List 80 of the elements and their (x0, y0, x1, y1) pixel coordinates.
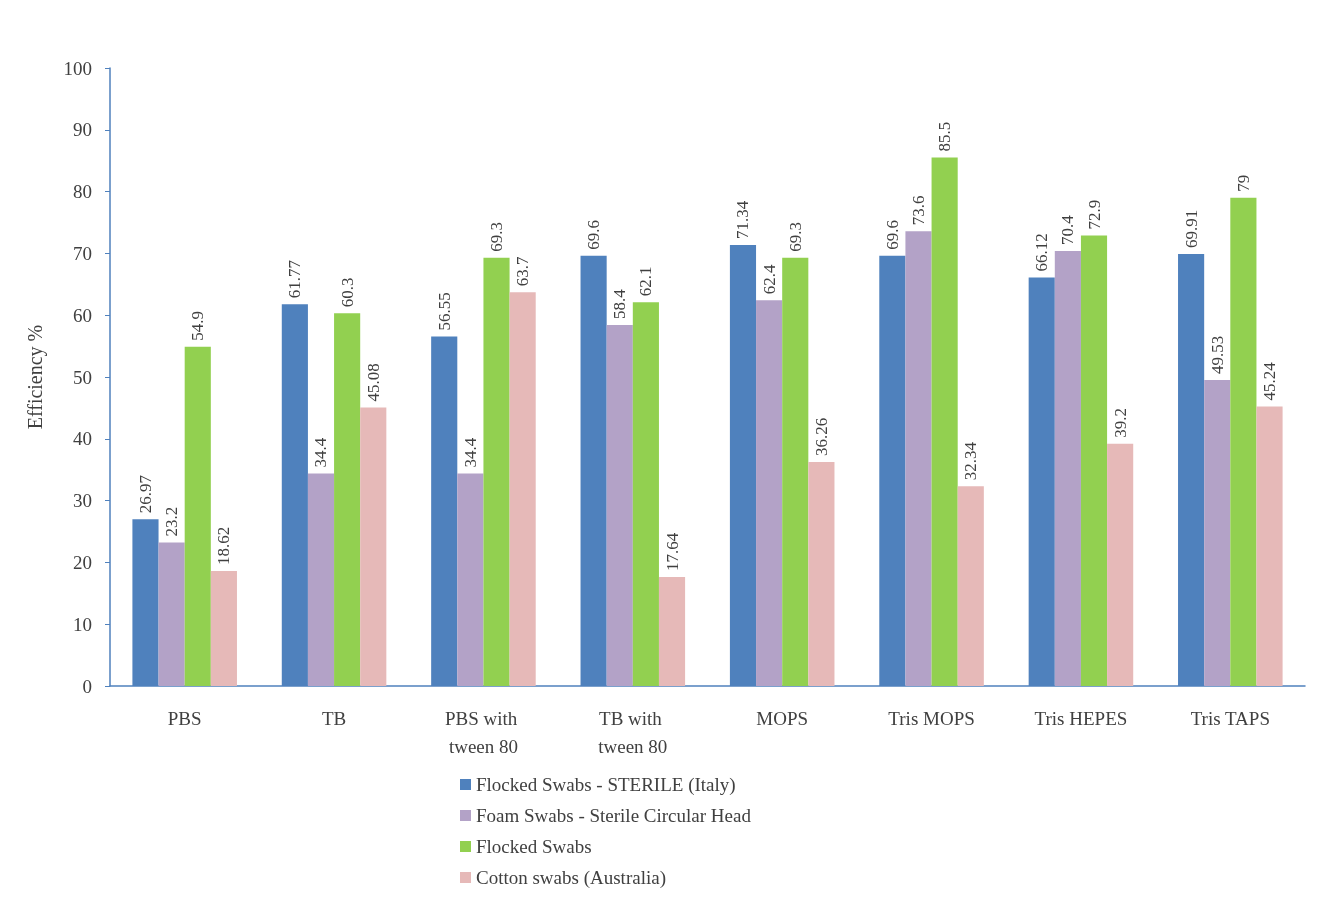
bar (606, 325, 633, 686)
data-label: 34.4 (311, 437, 331, 468)
y-tick-label: 50 (73, 366, 92, 388)
bar (210, 570, 237, 686)
y-tick-label: 40 (73, 428, 92, 450)
data-label: 63.7 (513, 256, 533, 287)
bar (632, 302, 659, 686)
bar (782, 257, 809, 686)
data-label: 60.3 (337, 277, 357, 308)
data-label: 66.12 (1032, 233, 1052, 272)
data-label: 69.6 (882, 220, 902, 250)
data-label: 34.4 (460, 437, 480, 468)
y-tick-label: 30 (73, 490, 92, 512)
x-tick-label: PBS (167, 707, 202, 729)
data-label: 23.2 (162, 506, 182, 537)
data-label: 54.9 (188, 310, 208, 341)
data-label: 45.24 (1260, 361, 1280, 401)
data-label: 26.97 (135, 474, 155, 514)
bar (957, 486, 984, 686)
bar (1054, 250, 1081, 686)
data-label: 32.34 (961, 441, 981, 481)
bar (1256, 406, 1283, 686)
data-label: 79 (1233, 174, 1253, 192)
x-tick-label: TB (321, 707, 347, 729)
data-label: 69.91 (1181, 209, 1201, 248)
legend-label: Flocked Swabs (476, 836, 592, 857)
bar (334, 313, 361, 686)
bar (756, 300, 783, 686)
y-tick-label: 10 (73, 613, 92, 635)
x-tick-label: Tris MOPS (888, 707, 975, 729)
bar (307, 473, 335, 686)
bar (658, 576, 686, 686)
data-label: 39.2 (1110, 407, 1130, 438)
bar (360, 407, 387, 686)
data-label: 69.6 (584, 220, 604, 250)
data-label: 85.5 (935, 121, 955, 152)
data-label: 61.77 (285, 259, 305, 299)
x-tick-label: PBS with tween 80 (444, 707, 522, 757)
bar (483, 257, 510, 686)
y-tick-label: 80 (73, 181, 92, 203)
bar (184, 346, 211, 686)
y-tick-label: 20 (73, 551, 92, 573)
data-label: 69.3 (785, 221, 805, 252)
bar (1230, 197, 1257, 686)
bar (1080, 235, 1108, 686)
data-label: 36.26 (811, 417, 831, 456)
y-tick-label: 90 (73, 119, 92, 141)
x-tick-label: MOPS (756, 707, 809, 729)
x-tick-label: Tris HEPES (1034, 707, 1128, 729)
data-label: 72.9 (1084, 199, 1104, 230)
y-tick-label: 60 (73, 304, 92, 326)
data-label: 17.64 (662, 532, 682, 571)
bar (158, 542, 185, 686)
x-tick-label: TB with tween 80 (598, 707, 668, 757)
data-label: 73.6 (908, 195, 928, 226)
data-label: 45.08 (363, 363, 383, 402)
data-label: 71.34 (733, 200, 753, 240)
data-label: 69.3 (487, 221, 507, 252)
y-tick-label: 100 (63, 57, 92, 79)
data-label: 62.1 (636, 266, 656, 297)
y-tick-label: 70 (73, 242, 92, 264)
x-tick-label: Tris TAPS (1190, 707, 1270, 729)
data-label: 18.62 (214, 526, 234, 565)
legend-label: Cotton swabs (Australia) (476, 867, 666, 889)
data-label: 58.4 (610, 288, 630, 320)
bar (931, 157, 958, 686)
bar (509, 292, 536, 686)
y-axis-title: Efficiency % (24, 324, 47, 430)
bar (1204, 379, 1231, 686)
bar (808, 461, 835, 686)
data-label: 70.4 (1058, 214, 1078, 245)
legend-label: Flocked Swabs - STERILE (Italy) (476, 774, 736, 796)
data-label: 49.53 (1207, 335, 1227, 374)
y-tick-label: 0 (82, 675, 92, 697)
bar (457, 473, 484, 686)
bar (1107, 443, 1134, 686)
legend-label: Foam Swabs - Sterile Circular Head (476, 805, 752, 826)
data-label: 62.4 (759, 264, 779, 295)
data-label: 56.55 (434, 292, 454, 331)
bar (905, 231, 932, 686)
